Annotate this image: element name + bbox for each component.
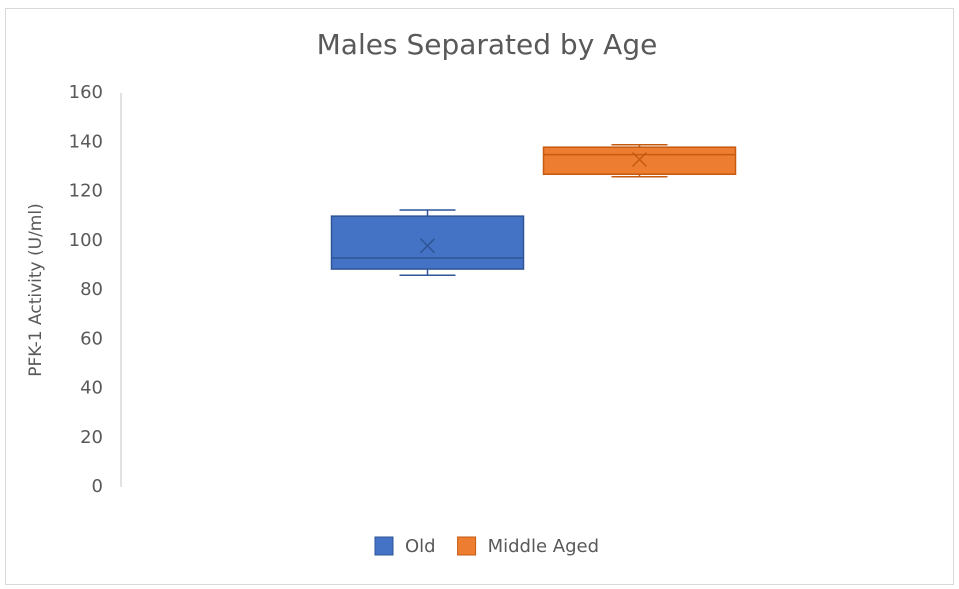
chart-border: [5, 8, 954, 585]
mean-marker: [631, 151, 648, 168]
y-tick-label: 40: [80, 378, 103, 399]
box: [542, 146, 737, 176]
y-tick-label: 140: [69, 131, 103, 152]
y-tick-label: 20: [80, 427, 103, 448]
legend-swatch: [457, 536, 477, 556]
y-tick-label: 160: [69, 82, 103, 103]
y-axis-label: PFK-1 Activity (U/ml): [26, 203, 46, 376]
y-tick-label: 100: [69, 230, 103, 251]
y-tick-label: 80: [80, 279, 103, 300]
legend-label: Old: [405, 536, 436, 557]
legend-label: Middle Aged: [488, 536, 599, 557]
y-tick-label: 0: [92, 476, 103, 497]
y-tick-label: 120: [69, 181, 103, 202]
mean-marker: [419, 238, 436, 254]
chart-title: Males Separated by Age: [317, 28, 658, 61]
y-tick-label: 60: [80, 328, 103, 349]
box: [330, 215, 525, 270]
legend-swatch: [374, 536, 394, 556]
